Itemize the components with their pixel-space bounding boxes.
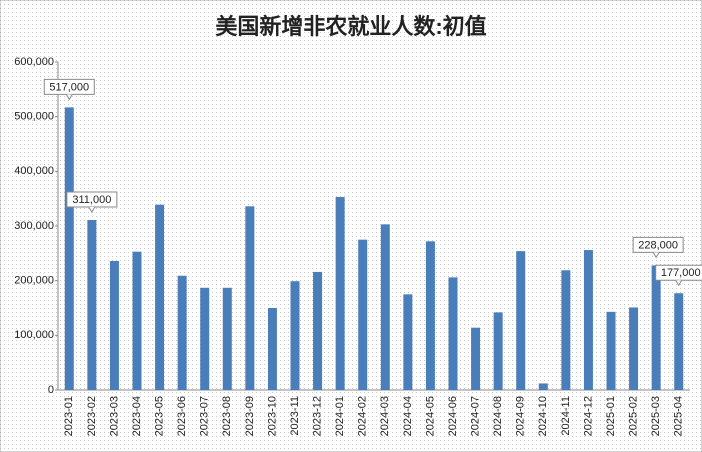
bar (267, 308, 277, 390)
x-tick-label: 2023-11 (289, 396, 301, 436)
bar (177, 275, 187, 390)
x-tick-label: 2025-03 (650, 396, 662, 436)
x-tick-label: 2024-04 (402, 396, 414, 436)
x-tick-label: 2025-04 (673, 396, 685, 436)
y-tick-label: 600,000 (14, 56, 54, 68)
bar (380, 224, 390, 390)
bar (516, 251, 526, 390)
bar (448, 277, 458, 390)
bar (200, 287, 210, 390)
value-label-pointer (652, 252, 660, 259)
bar (64, 107, 74, 390)
bar (629, 307, 639, 390)
x-tick-label: 2023-05 (153, 396, 165, 436)
bar (674, 293, 684, 390)
x-tick-label: 2025-01 (605, 396, 617, 436)
x-tick-label: 2024-01 (334, 396, 346, 436)
y-tick-label: 200,000 (14, 275, 54, 287)
bar (109, 260, 119, 390)
bar (561, 270, 571, 390)
bar (87, 219, 97, 390)
bar (222, 287, 232, 390)
value-label: 311,000 (72, 194, 111, 206)
bar (290, 281, 300, 390)
value-label: 517,000 (49, 81, 89, 93)
x-tick-label: 2025-02 (627, 396, 639, 436)
x-tick-label: 2024-09 (515, 396, 527, 436)
x-tick-label: 2023-10 (266, 396, 278, 436)
bar (493, 312, 503, 390)
y-tick-label: 500,000 (14, 111, 54, 123)
bar (245, 206, 255, 390)
bar (651, 265, 661, 390)
x-tick-label: 2024-06 (447, 396, 459, 436)
bar (583, 250, 593, 390)
value-label-pointer (65, 94, 73, 101)
y-tick-label: 0 (48, 384, 54, 396)
x-tick-label: 2023-04 (131, 396, 143, 436)
x-tick-label: 2024-02 (357, 396, 369, 436)
value-label: 177,000 (661, 267, 701, 279)
x-tick-label: 2023-01 (63, 396, 75, 436)
x-tick-label: 2023-02 (86, 396, 98, 436)
y-tick-label: 100,000 (14, 329, 54, 341)
x-tick-label: 2024-12 (582, 396, 594, 436)
bar (313, 271, 323, 390)
bar (132, 251, 142, 390)
bar (403, 294, 413, 390)
chart-title: 美国新增非农就业人数:初值 (215, 14, 486, 39)
x-tick-label: 2024-10 (537, 396, 549, 436)
x-tick-label: 2023-12 (311, 396, 323, 436)
x-tick-label: 2023-08 (221, 396, 233, 436)
x-tick-label: 2023-07 (199, 396, 211, 436)
bar (335, 197, 345, 390)
x-tick-label: 2024-03 (379, 396, 391, 436)
x-tick-label: 2023-06 (176, 396, 188, 436)
value-label-pointer (675, 279, 683, 287)
x-tick-label: 2024-07 (469, 396, 481, 436)
bar (538, 383, 548, 390)
bar (425, 241, 435, 390)
value-label: 228,000 (638, 239, 678, 251)
x-tick-label: 2024-11 (560, 396, 572, 436)
y-tick-label: 300,000 (14, 220, 54, 232)
bar (471, 327, 481, 390)
x-tick-label: 2024-05 (424, 396, 436, 436)
x-tick-label: 2023-03 (108, 396, 120, 436)
x-tick-label: 2023-09 (244, 396, 256, 436)
x-tick-label: 2024-08 (492, 396, 504, 436)
bar (606, 311, 616, 390)
bar (155, 204, 165, 390)
value-label-pointer (88, 206, 96, 213)
y-tick-label: 400,000 (14, 165, 54, 177)
bar (358, 239, 368, 390)
